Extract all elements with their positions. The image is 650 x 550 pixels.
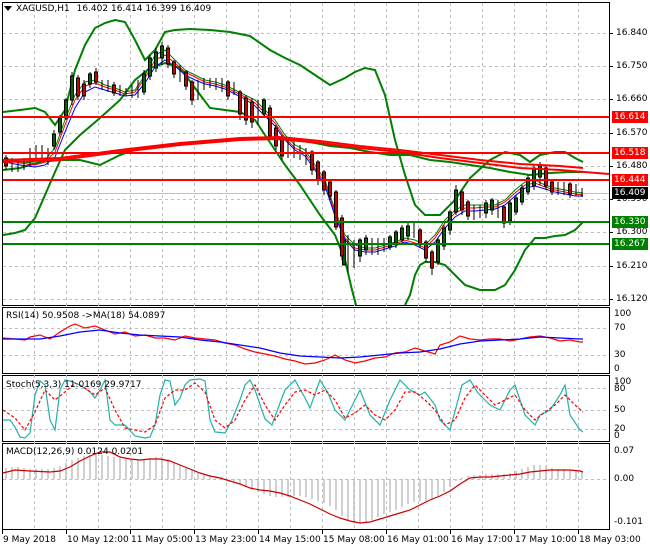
stoch-axis-label: 50 — [614, 405, 626, 415]
stochastic-lines — [2, 377, 584, 439]
stoch-axis-label: 80 — [614, 384, 626, 394]
chart-title: XAGUSD,H1 16.402 16.414 16.399 16.409 — [4, 4, 211, 14]
stoch-axis-label: 0 — [614, 431, 620, 441]
price-axis-label: 16.750 — [616, 61, 648, 71]
macd-title: MACD(12,26,9) 0.0124 0.0201 — [6, 447, 144, 457]
pane-borders — [2, 2, 610, 530]
price-axis-label: 16.840 — [616, 28, 648, 38]
price-axis-label: 16.300 — [616, 227, 648, 237]
macd-histogram — [5, 454, 583, 524]
level-tag-16330: 16.330 — [612, 216, 648, 228]
trend-lines — [2, 135, 610, 175]
stoch-title: Stoch(5,3,3) 11.0169 29.9717 — [6, 380, 142, 390]
symbol-label: XAGUSD,H1 — [16, 4, 70, 14]
price-axis-label: 16.120 — [616, 294, 648, 304]
price-axis-label: 16.570 — [616, 128, 648, 138]
main-horizontal-grid — [3, 33, 609, 480]
rsi-axis-label: 70 — [614, 323, 626, 333]
candlesticks — [4, 42, 583, 275]
time-axis-label: 11 May 05:00 — [131, 535, 193, 545]
macd-axis-label: 0.07 — [614, 446, 635, 456]
time-axis-label: 16 May 01:00 — [387, 535, 449, 545]
rsi-title: RSI(14) 50.9508 ->MA(18) 54.0897 — [6, 311, 166, 321]
open-price: 16.402 — [76, 4, 109, 14]
rsi-lines — [2, 323, 583, 365]
level-tag-16614: 16.614 — [612, 111, 648, 123]
stoch-axis-label: 100 — [614, 377, 632, 387]
time-axis-label: 10 May 12:00 — [67, 535, 129, 545]
price-axis-label: 16.660 — [616, 94, 648, 104]
time-axis-label: 18 May 03:00 — [579, 535, 641, 545]
price-axis-label: 16.390 — [616, 194, 648, 204]
macd-axis-label: -0.101 — [614, 517, 644, 527]
rsi-axis-label: 100 — [614, 309, 632, 319]
time-axis-label: 16 May 17:00 — [451, 535, 513, 545]
time-axis-label: 17 May 10:00 — [515, 535, 577, 545]
level-tag-16518: 16.518 — [612, 147, 648, 159]
low-price: 16.399 — [145, 4, 177, 14]
price-axis-label: 16.480 — [616, 161, 648, 171]
rsi-axis-label: 0 — [614, 364, 620, 374]
support-resistance-levels — [3, 116, 609, 245]
macd-signal-line — [2, 451, 584, 524]
time-axis-label: 13 May 23:00 — [195, 535, 257, 545]
close-price: 16.409 — [179, 4, 212, 14]
level-tag-16267: 16.267 — [612, 238, 648, 250]
vertical-grid — [34, 3, 579, 529]
macd-axis-label: 0.00 — [614, 474, 635, 484]
price-axis-label: 16.210 — [616, 261, 648, 271]
time-axis-label: 15 May 08:00 — [323, 535, 385, 545]
time-axis-label: 9 May 2018 — [3, 535, 56, 545]
high-price: 16.414 — [110, 4, 143, 14]
stoch-axis-label: 20 — [614, 424, 626, 434]
current-price-tag: 16.409 — [612, 187, 648, 199]
rsi-axis-label: 30 — [614, 350, 626, 360]
time-axis-label: 14 May 15:00 — [259, 535, 321, 545]
axis-ticks — [2, 33, 613, 534]
level-tag-16444: 16.444 — [612, 174, 648, 186]
dropdown-arrow-icon[interactable] — [4, 6, 12, 11]
